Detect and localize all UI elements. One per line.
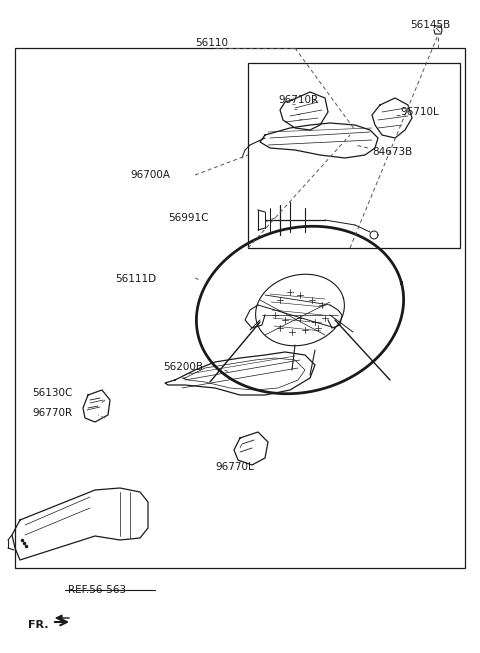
Text: 96710L: 96710L (400, 107, 439, 117)
Text: 96700A: 96700A (130, 170, 170, 180)
Text: REF.56-563: REF.56-563 (68, 585, 126, 595)
Text: 56991C: 56991C (168, 213, 208, 223)
Bar (15, 48, 465, 568)
Bar (248, 63, 460, 248)
Text: 56110: 56110 (195, 38, 228, 48)
Text: 84673B: 84673B (372, 147, 412, 157)
Text: 56200B: 56200B (163, 362, 203, 372)
Text: 96710R: 96710R (278, 95, 318, 105)
Text: 56130C: 56130C (32, 388, 72, 398)
Text: 96770R: 96770R (32, 408, 72, 418)
Text: 56145B: 56145B (410, 20, 450, 30)
Text: FR.: FR. (28, 620, 48, 630)
Text: 96770L: 96770L (215, 462, 254, 472)
Text: 56111D: 56111D (115, 274, 156, 284)
